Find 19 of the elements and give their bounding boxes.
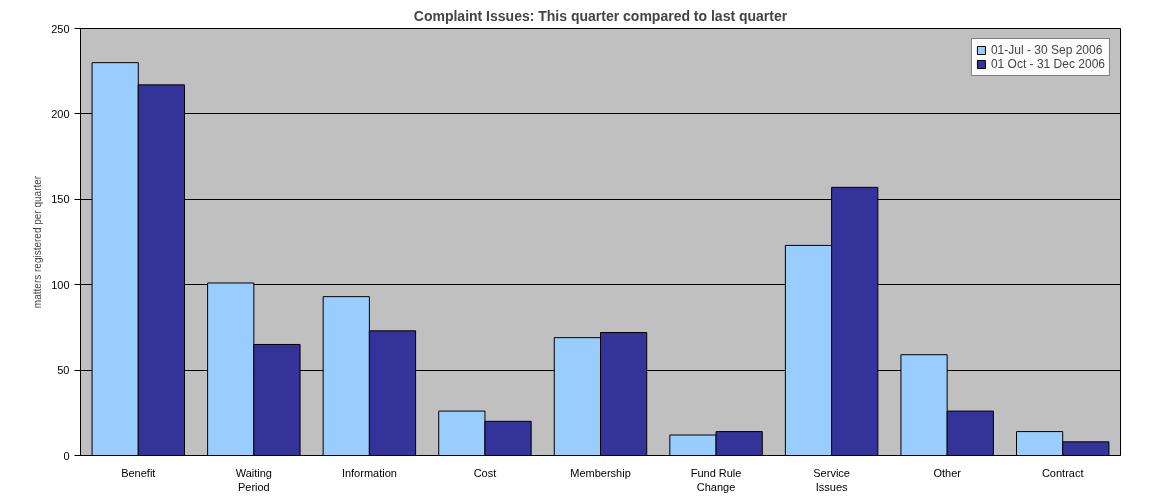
legend-label: 01-Jul - 30 Sep 2006 <box>990 43 1103 57</box>
x-tick-label: Cost <box>473 466 497 479</box>
y-tick-label: 0 <box>63 449 70 462</box>
x-tick-label: Contract <box>1041 466 1084 479</box>
y-tick-label: 150 <box>51 193 70 206</box>
x-tick-label: Fund Rule Change <box>690 466 742 493</box>
chart-title: Complaint Issues: This quarter compared to last quarter <box>413 7 788 24</box>
y-tick-label: 50 <box>57 364 70 377</box>
y-tick-label: 200 <box>51 107 70 120</box>
legend-label: 01 Oct - 31 Dec 2006 <box>990 57 1105 71</box>
x-tick-label: Service Issues <box>813 466 850 493</box>
y-axis-title: matters registered per quarter <box>32 175 44 309</box>
y-tick-label: 250 <box>51 22 70 35</box>
x-tick-label: Information <box>341 466 397 479</box>
x-tick-label: Benefit <box>121 466 156 479</box>
x-tick-label: Waiting Period <box>235 466 272 493</box>
x-tick-label: Other <box>933 466 962 479</box>
x-tick-label: Membership <box>570 466 631 479</box>
y-tick-label: 100 <box>51 278 70 291</box>
